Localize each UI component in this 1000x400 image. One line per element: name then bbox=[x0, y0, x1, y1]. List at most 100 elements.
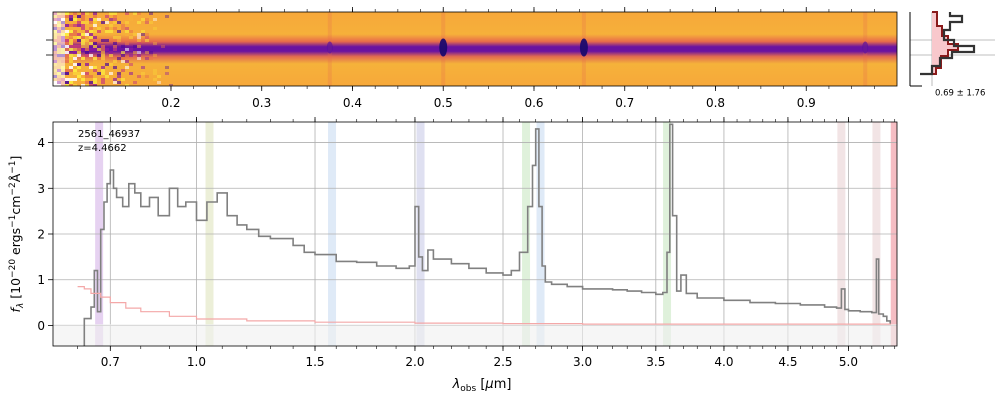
noise-pixel bbox=[65, 84, 69, 86]
noise-pixel bbox=[109, 72, 113, 75]
noise-pixel bbox=[117, 21, 121, 24]
noise-pixel bbox=[97, 72, 101, 75]
noise-pixel bbox=[93, 57, 97, 60]
noise-pixel bbox=[93, 75, 97, 78]
noise-pixel bbox=[93, 24, 97, 27]
noise-pixel bbox=[73, 69, 77, 72]
noise-pixel bbox=[101, 69, 105, 72]
noise-pixel bbox=[97, 27, 101, 30]
noise-pixel bbox=[97, 18, 101, 21]
noise-pixel bbox=[81, 21, 85, 24]
noise-pixel bbox=[93, 18, 97, 21]
noise-pixel bbox=[101, 51, 105, 54]
noise-pixel bbox=[85, 75, 89, 78]
noise-pixel bbox=[125, 12, 129, 15]
profile-fill bbox=[932, 12, 958, 74]
noise-pixel bbox=[109, 51, 113, 54]
noise-pixel bbox=[69, 18, 73, 21]
top-axis-tick-label: 0.4 bbox=[343, 96, 362, 110]
noise-pixel bbox=[69, 15, 73, 18]
profile-data-line bbox=[920, 12, 976, 76]
noise-pixel bbox=[153, 78, 157, 81]
noise-pixel bbox=[65, 60, 69, 63]
series-group bbox=[77, 123, 891, 346]
noise-pixel bbox=[101, 45, 105, 48]
noise-pixel bbox=[93, 45, 97, 48]
noise-pixel bbox=[89, 48, 93, 51]
noise-pixel bbox=[93, 12, 97, 15]
noise-pixel bbox=[121, 78, 125, 81]
noise-pixel bbox=[81, 24, 85, 27]
noise-pixel bbox=[85, 30, 89, 33]
noise-pixel bbox=[89, 54, 93, 57]
noise-pixel bbox=[81, 36, 85, 39]
noise-pixel bbox=[93, 78, 97, 81]
spectrum-2d-panel: 0.2 0.3 0.4 0.5 0.6 0.7 0.8 0.9 bbox=[46, 7, 898, 110]
noise-pixel bbox=[65, 72, 69, 75]
noise-pixel bbox=[133, 51, 137, 54]
noise-pixel bbox=[113, 21, 117, 24]
noise-pixel bbox=[93, 69, 97, 72]
noise-pixel bbox=[153, 72, 157, 75]
noise-pixel bbox=[85, 33, 89, 36]
noise-pixel bbox=[125, 42, 129, 45]
noise-pixel bbox=[125, 30, 129, 33]
noise-pixel bbox=[97, 54, 101, 57]
noise-pixel bbox=[73, 24, 77, 27]
noise-pixel bbox=[105, 63, 109, 66]
noise-pixel bbox=[65, 15, 69, 18]
noise-pixel bbox=[165, 15, 169, 18]
noise-pixel bbox=[69, 39, 73, 42]
top-axis-tick-label: 0.7 bbox=[615, 96, 634, 110]
noise-pixel bbox=[85, 45, 89, 48]
y-tick-label: 4 bbox=[37, 136, 45, 150]
noise-pixel bbox=[85, 36, 89, 39]
noise-pixel bbox=[113, 18, 117, 21]
noise-pixel bbox=[69, 81, 73, 84]
noise-pixel bbox=[105, 48, 109, 51]
noise-pixel bbox=[121, 69, 125, 72]
noise-pixel bbox=[93, 15, 97, 18]
spectrum-2d-frame bbox=[52, 11, 898, 87]
noise-pixel bbox=[113, 12, 117, 15]
noise-pixel bbox=[81, 15, 85, 18]
noise-pixel bbox=[77, 39, 81, 42]
noise-pixel bbox=[89, 63, 93, 66]
noise-pixel bbox=[77, 78, 81, 81]
noise-pixel bbox=[65, 18, 69, 21]
noise-pixel bbox=[129, 66, 133, 69]
noise-pixel bbox=[129, 54, 133, 57]
noise-pixel bbox=[65, 42, 69, 45]
noise-pixel bbox=[113, 27, 117, 30]
noise-pixel bbox=[73, 15, 77, 18]
noise-pixel bbox=[105, 21, 109, 24]
noise-pixel bbox=[73, 54, 77, 57]
noise-pixel bbox=[81, 39, 85, 42]
noise-pixel bbox=[89, 33, 93, 36]
noise-pixel bbox=[121, 27, 125, 30]
noise-pixel bbox=[113, 45, 117, 48]
top-axis-tick-label: 0.2 bbox=[161, 96, 180, 110]
spectrum-1d-panel: 0.7 1.0 1.5 2.0 2.5 3.0 3.5 4.0 4.5 5.0 0 1 2 3 4 256… bbox=[8, 117, 898, 394]
noise-pixel bbox=[101, 39, 105, 42]
noise-pixel bbox=[89, 81, 93, 84]
x-tick-label: 0.7 bbox=[101, 355, 120, 369]
noise-pixel bbox=[81, 42, 85, 45]
redshift-label: z=4.4662 bbox=[78, 143, 127, 154]
noise-pixel bbox=[85, 81, 89, 84]
noise-pixel bbox=[89, 36, 93, 39]
noise-pixel bbox=[145, 36, 149, 39]
noise-pixel bbox=[77, 15, 81, 18]
x-tick-label: 2.0 bbox=[405, 355, 424, 369]
noise-pixel bbox=[77, 63, 81, 66]
noise-pixel bbox=[85, 54, 89, 57]
noise-pixel bbox=[93, 42, 97, 45]
y-axis-label: fλ [10−20 ergs−1cm−2Å−1] bbox=[8, 156, 26, 313]
noise-pixel bbox=[89, 75, 93, 78]
noise-pixel bbox=[117, 75, 121, 78]
uncertainty-series-line bbox=[77, 286, 891, 325]
noise-pixel bbox=[73, 57, 77, 60]
noise-pixel bbox=[113, 81, 117, 84]
top-axis-tick-label: 0.5 bbox=[434, 96, 453, 110]
noise-pixel bbox=[141, 33, 145, 36]
